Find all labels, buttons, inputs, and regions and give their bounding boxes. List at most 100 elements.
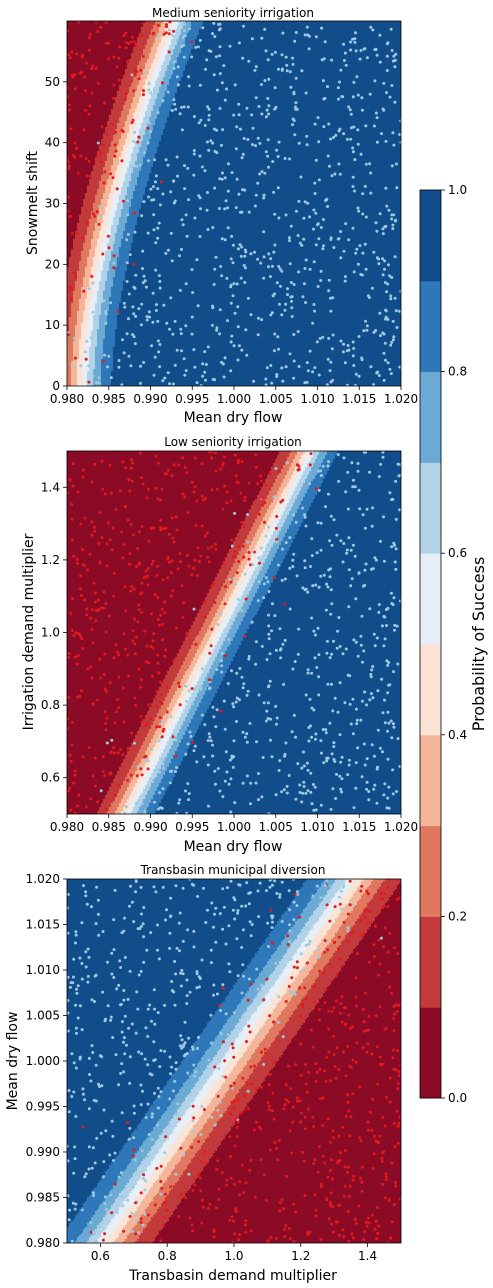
failure-point	[284, 1224, 288, 1228]
success-point	[330, 602, 334, 606]
success-point	[87, 1107, 91, 1111]
success-point	[227, 782, 231, 786]
success-point	[317, 693, 321, 697]
failure-point	[207, 560, 211, 564]
failure-point	[67, 156, 69, 160]
failure-point	[139, 767, 143, 771]
failure-point	[387, 970, 391, 974]
x-axis-label: Mean dry flow	[184, 410, 283, 426]
success-point	[211, 754, 215, 758]
success-point	[202, 755, 206, 759]
success-point	[304, 91, 308, 95]
success-point	[394, 218, 398, 222]
success-point	[169, 715, 173, 718]
success-point	[176, 65, 180, 69]
failure-point	[151, 31, 155, 35]
failure-point	[240, 1163, 244, 1167]
success-point	[181, 939, 185, 943]
success-point	[337, 237, 341, 241]
failure-point	[120, 159, 124, 163]
x-tick-label: 0.980	[50, 392, 84, 406]
failure-point	[105, 690, 108, 693]
success-point	[78, 956, 82, 960]
failure-point	[112, 594, 116, 598]
failure-point	[307, 1107, 310, 1111]
failure-point	[327, 1027, 331, 1031]
success-point	[152, 988, 156, 992]
failure-point	[122, 1229, 126, 1233]
success-point	[278, 895, 282, 899]
success-point	[399, 599, 401, 603]
failure-point	[308, 1230, 312, 1234]
success-point	[317, 237, 321, 241]
success-point	[209, 948, 213, 952]
success-point	[234, 147, 238, 151]
failure-point	[381, 1151, 384, 1155]
success-point	[210, 901, 214, 905]
success-point	[341, 885, 345, 889]
failure-point	[212, 1235, 216, 1239]
colorbar-tick-label: 0.0	[448, 1091, 467, 1105]
success-point	[139, 323, 143, 327]
failure-point	[73, 156, 77, 160]
success-point	[321, 464, 325, 468]
success-point	[345, 137, 349, 141]
failure-point	[70, 50, 74, 54]
failure-point	[242, 555, 246, 559]
success-point	[87, 1056, 91, 1060]
failure-point	[169, 594, 173, 598]
success-point	[372, 787, 376, 791]
success-point	[331, 333, 335, 337]
success-point	[304, 524, 308, 528]
success-point	[341, 652, 345, 656]
success-point	[312, 227, 315, 231]
success-point	[217, 22, 221, 26]
success-point	[275, 281, 279, 285]
failure-point	[264, 483, 268, 487]
success-point	[87, 1145, 91, 1149]
success-point	[103, 1202, 107, 1206]
failure-point	[277, 469, 281, 473]
success-point	[326, 464, 330, 468]
failure-point	[185, 554, 189, 557]
success-point	[219, 612, 222, 616]
success-point	[354, 372, 358, 376]
failure-point	[67, 164, 71, 168]
success-point	[131, 333, 135, 337]
failure-point	[372, 955, 376, 958]
failure-point	[127, 674, 131, 678]
success-point	[362, 649, 366, 653]
failure-point	[338, 957, 342, 961]
failure-point	[146, 574, 150, 578]
failure-point	[140, 581, 144, 585]
failure-point	[366, 1216, 370, 1220]
failure-point	[221, 463, 225, 467]
success-point	[235, 937, 239, 941]
failure-point	[146, 566, 150, 570]
success-point	[212, 282, 216, 286]
failure-point	[133, 73, 137, 77]
failure-point	[374, 1139, 378, 1143]
failure-point	[340, 1020, 344, 1024]
success-point	[307, 726, 311, 729]
failure-point	[203, 1150, 207, 1154]
failure-point	[366, 920, 370, 924]
success-point	[209, 961, 213, 965]
failure-point	[121, 753, 125, 757]
failure-point	[312, 985, 316, 989]
success-point	[395, 790, 398, 793]
y-tick-label: 1.4	[41, 480, 60, 494]
success-point	[92, 1230, 95, 1234]
y-axis-label: Mean dry flow	[5, 1012, 21, 1111]
failure-point	[284, 1098, 288, 1102]
success-point	[364, 215, 368, 219]
success-point	[175, 75, 179, 79]
success-point	[283, 157, 287, 160]
success-point	[92, 1194, 95, 1198]
success-point	[174, 738, 178, 742]
failure-point	[282, 1207, 286, 1211]
success-point	[173, 1003, 177, 1007]
success-point	[256, 257, 260, 261]
success-point	[321, 218, 325, 222]
failure-point	[98, 657, 102, 661]
